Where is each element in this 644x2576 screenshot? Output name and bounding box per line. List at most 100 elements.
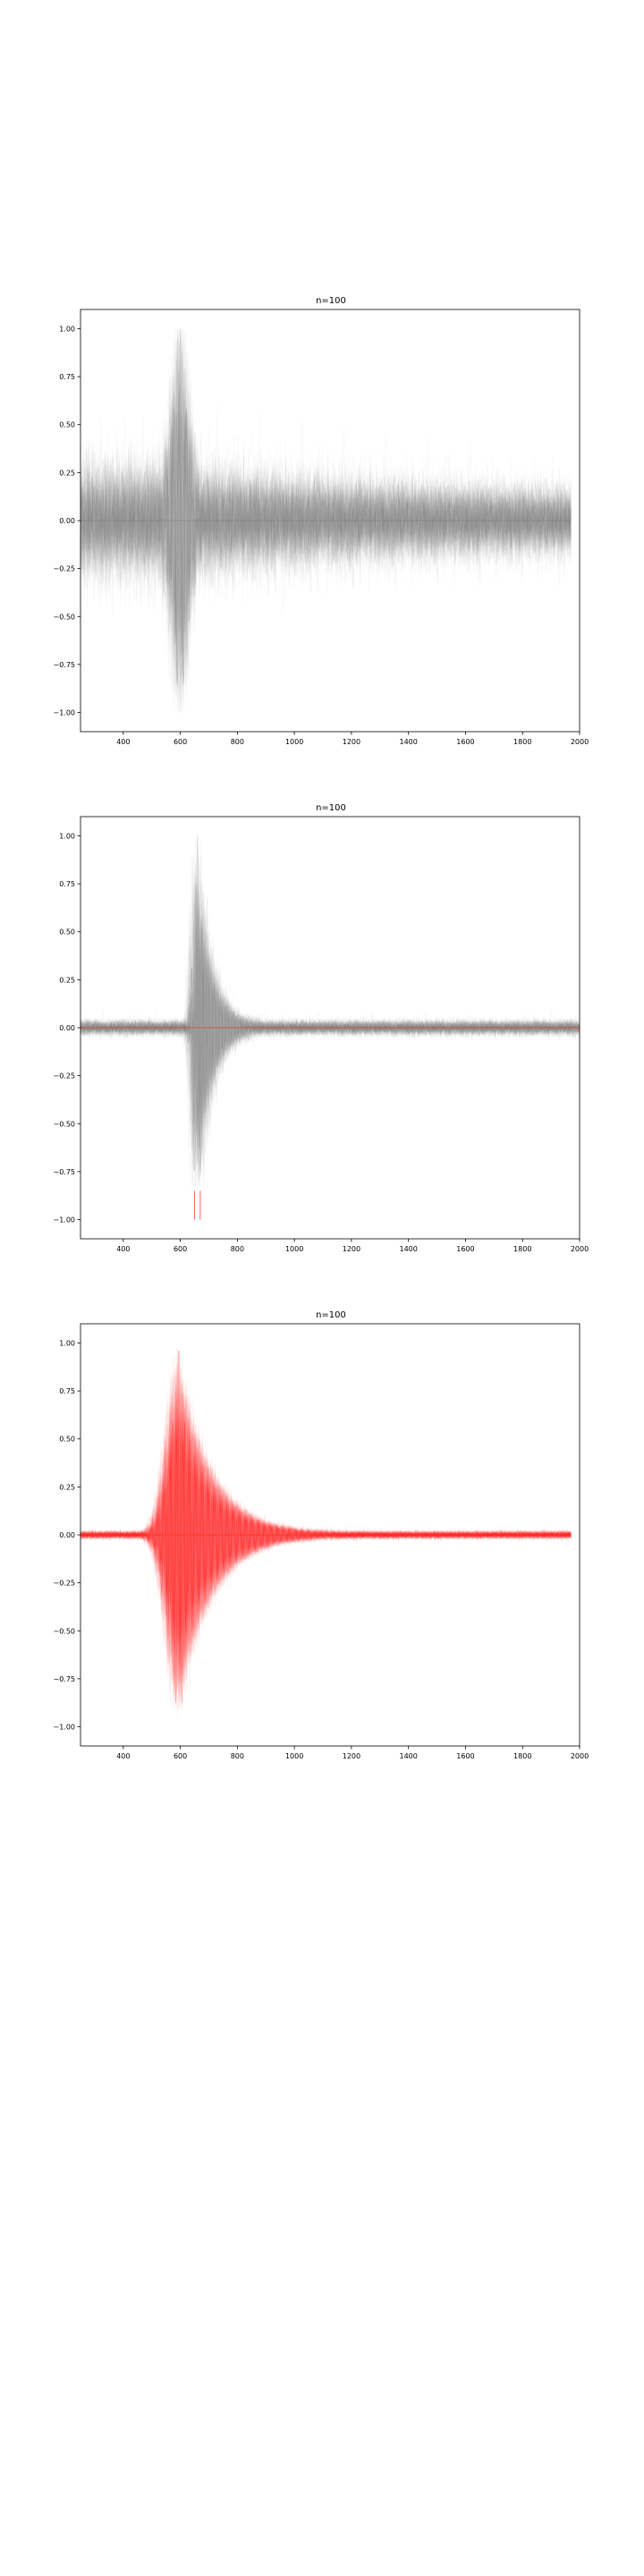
- trace-line: [80, 414, 572, 618]
- y-tick-label: −0.75: [53, 661, 75, 669]
- y-tick-label: −0.25: [53, 1072, 75, 1080]
- trace-line: [80, 328, 572, 689]
- trace-line: [80, 886, 580, 1186]
- trace-line: [80, 332, 572, 666]
- trace-line: [80, 328, 572, 684]
- x-tick-label: 1600: [456, 1752, 474, 1760]
- trace-line: [80, 899, 580, 1169]
- trace-line: [80, 399, 572, 631]
- x-tick-label: 1200: [343, 1752, 360, 1760]
- trace-line: [80, 1433, 572, 1631]
- trace-line: [80, 890, 580, 1132]
- trace-line: [80, 353, 572, 656]
- y-tick-label: 0.00: [59, 1531, 75, 1539]
- x-tick-label: 1600: [456, 738, 474, 746]
- x-tick-label: 600: [174, 738, 187, 746]
- trace-line: [80, 1427, 572, 1648]
- trace-line: [80, 923, 580, 1162]
- x-tick-label: 2000: [571, 1752, 589, 1760]
- trace-line: [80, 1406, 572, 1657]
- trace-line: [80, 1414, 572, 1662]
- trace-line: [80, 377, 572, 684]
- trace-line: [80, 882, 580, 1176]
- trace-line: [80, 402, 572, 671]
- x-tick-label: 1600: [456, 1245, 474, 1253]
- y-tick-label: 0.25: [59, 976, 75, 984]
- trace-line: [80, 1436, 572, 1640]
- y-tick-label: 0.25: [59, 469, 75, 477]
- trace-line: [80, 389, 572, 645]
- x-tick-label: 800: [231, 1245, 244, 1253]
- trace-line: [80, 911, 580, 1122]
- x-tick-label: 1200: [343, 738, 360, 746]
- trace-line: [80, 1374, 572, 1699]
- chart-title: n=100: [316, 803, 346, 813]
- trace-line: [80, 940, 580, 1129]
- trace-line: [80, 445, 572, 646]
- trace-line: [80, 416, 572, 657]
- trace-line: [80, 1351, 572, 1707]
- trace-line: [80, 874, 580, 1165]
- trace-line: [80, 887, 580, 1132]
- trace-line: [80, 328, 572, 696]
- y-tick-label: 0.50: [59, 1436, 75, 1444]
- trace-line: [80, 886, 580, 1179]
- trace-line: [80, 328, 572, 700]
- trace-line: [80, 328, 572, 713]
- trace-line: [80, 1408, 572, 1655]
- trace-line: [80, 1375, 572, 1708]
- trace-line: [80, 877, 580, 1163]
- trace-line: [80, 371, 572, 655]
- x-tick-label: 1200: [343, 1245, 360, 1253]
- x-tick-label: 1400: [400, 738, 418, 746]
- trace-line: [80, 1431, 572, 1641]
- trace-line: [80, 1414, 572, 1665]
- y-tick-label: −0.25: [53, 1580, 75, 1588]
- chart-title: n=100: [316, 1310, 346, 1320]
- trace-line: [80, 413, 572, 635]
- trace-line: [80, 839, 580, 1172]
- trace-line: [80, 334, 572, 676]
- trace-line: [80, 842, 580, 1183]
- y-tick-label: 1.00: [59, 1339, 75, 1347]
- trace-line: [80, 1376, 572, 1686]
- trace-line: [80, 850, 580, 1162]
- trace-line: [80, 1399, 572, 1680]
- trace-line: [80, 404, 572, 682]
- x-tick-label: 600: [174, 1245, 187, 1253]
- trace-line: [80, 395, 572, 698]
- trace-line: [80, 367, 572, 708]
- trace-line: [80, 416, 572, 627]
- y-axis: 1.00 0.75 0.50 0.25 0.00 −0.25 −0.50 −0.75 −1.00: [53, 325, 80, 717]
- trace-line: [80, 1399, 572, 1676]
- y-tick-label: 0.75: [59, 1387, 75, 1395]
- trace-line: [80, 1412, 572, 1649]
- trace-line: [80, 927, 580, 1144]
- trace-line: [80, 880, 580, 1184]
- trace-line: [80, 360, 572, 682]
- trace-line: [80, 1430, 572, 1642]
- trace-line: [80, 1388, 572, 1692]
- trace-line: [80, 393, 572, 620]
- trace-line: [80, 903, 580, 1142]
- trace-line: [80, 935, 580, 1145]
- trace-line: [80, 380, 572, 645]
- trace-line: [80, 894, 580, 1140]
- trace-line: [80, 948, 580, 1138]
- trace-line: [80, 383, 572, 655]
- trace-line: [80, 358, 572, 659]
- trace-line: [80, 1364, 572, 1693]
- trace-line: [80, 425, 572, 679]
- trace-line: [80, 388, 572, 705]
- trace-line: [80, 398, 572, 665]
- trace-line: [80, 332, 572, 677]
- chart-panel-1: n=100 400 600 800 1000 1200 1400 1600 1800 2000 …: [53, 296, 589, 746]
- x-tick-label: 2000: [571, 738, 589, 746]
- trace-line: [80, 851, 580, 1165]
- trace-line: [80, 1419, 572, 1651]
- trace-line: [80, 328, 572, 713]
- trace-line: [80, 905, 580, 1119]
- trace-line: [80, 869, 580, 1194]
- trace-line: [80, 369, 572, 654]
